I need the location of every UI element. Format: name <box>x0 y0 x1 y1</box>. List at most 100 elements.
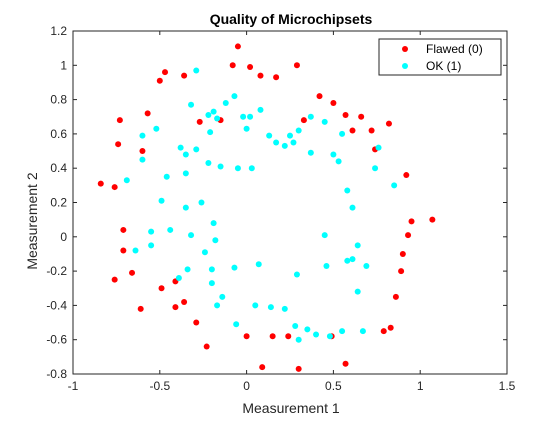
data-point <box>247 64 254 71</box>
data-point <box>240 113 247 120</box>
data-point <box>354 242 361 249</box>
data-point <box>307 113 314 120</box>
data-point <box>380 328 387 335</box>
y-tick-label: 0.6 <box>50 127 67 141</box>
data-point <box>408 218 415 225</box>
data-point <box>375 144 382 151</box>
data-point <box>273 74 280 81</box>
data-point <box>267 304 274 311</box>
data-point <box>326 333 333 340</box>
data-point <box>116 117 123 124</box>
data-point <box>214 302 221 309</box>
y-tick-label: 1.2 <box>50 24 67 38</box>
data-point <box>287 132 293 139</box>
data-point <box>156 77 163 84</box>
data-point <box>363 262 370 269</box>
x-tick-label: 0 <box>243 379 250 393</box>
data-point <box>321 118 328 125</box>
y-tick-label: 0 <box>60 230 67 244</box>
y-tick-label: 0.8 <box>50 93 67 107</box>
data-point <box>193 146 200 153</box>
data-point <box>139 132 146 139</box>
legend-marker <box>402 46 408 52</box>
y-tick-label: -0.4 <box>46 298 67 312</box>
data-point <box>295 336 302 343</box>
data-point <box>233 321 240 328</box>
data-point <box>214 115 221 122</box>
data-point <box>144 110 151 117</box>
data-point <box>148 242 155 249</box>
data-point <box>392 293 399 300</box>
data-point <box>307 149 314 156</box>
data-point <box>391 182 398 189</box>
data-point <box>198 199 205 206</box>
series-1 <box>123 67 398 343</box>
data-point <box>344 257 351 264</box>
data-point <box>148 228 155 235</box>
data-point <box>177 144 184 151</box>
data-point <box>372 165 379 172</box>
y-axis-label: Measurement 2 <box>24 172 40 269</box>
data-point <box>208 280 215 287</box>
data-point <box>97 180 104 187</box>
data-point <box>429 216 436 223</box>
data-point <box>255 261 262 268</box>
legend-marker <box>402 63 408 69</box>
data-point <box>405 232 412 239</box>
data-point <box>137 305 144 312</box>
data-point <box>349 204 356 211</box>
series-0 <box>97 43 436 372</box>
data-point <box>316 93 323 100</box>
data-point <box>184 266 191 273</box>
data-point <box>139 156 146 163</box>
x-tick-label: 0.5 <box>325 379 342 393</box>
data-point <box>335 158 342 165</box>
data-point <box>403 172 410 179</box>
x-tick-label: 1.5 <box>499 379 516 393</box>
data-point <box>231 264 238 271</box>
data-point <box>257 72 264 79</box>
data-point <box>354 288 361 295</box>
plot-area: -1 -0.5 0 0.5 1 1.5 -0.8 -0.6 -0.4 -0.2 0 0.2 0.4 0.6… <box>46 24 515 393</box>
data-point <box>323 262 330 269</box>
data-point <box>175 274 182 281</box>
data-point <box>139 148 146 155</box>
data-point <box>339 328 346 335</box>
data-point <box>259 364 266 371</box>
data-point <box>295 365 302 372</box>
data-point <box>219 293 226 300</box>
data-point <box>153 125 160 132</box>
data-point <box>205 160 212 167</box>
x-tick-label: -1 <box>68 379 79 393</box>
axes-box <box>72 30 508 375</box>
y-tick-label: 0.4 <box>50 161 67 175</box>
data-point <box>281 305 288 312</box>
data-point <box>248 165 255 172</box>
data-point <box>243 333 250 340</box>
legend-label: Flawed (0) <box>426 42 483 56</box>
data-point <box>210 108 217 115</box>
data-point <box>172 304 179 311</box>
data-point <box>358 113 365 120</box>
data-point <box>163 173 170 180</box>
data-point <box>399 250 406 257</box>
data-point <box>158 285 165 292</box>
data-point <box>167 226 174 233</box>
legend-box <box>378 38 502 76</box>
data-point <box>205 112 212 119</box>
data-point <box>111 184 118 191</box>
data-point <box>281 142 288 149</box>
data-point <box>321 232 328 239</box>
y-tick-label: -0.2 <box>46 264 67 278</box>
data-point <box>257 106 264 113</box>
data-point <box>120 247 127 254</box>
data-point <box>290 139 297 146</box>
data-point <box>293 271 300 278</box>
data-point <box>210 220 217 227</box>
data-point <box>234 165 241 172</box>
data-point <box>349 127 356 134</box>
y-tick-label: 0.2 <box>50 196 67 210</box>
data-point <box>182 204 189 211</box>
data-point <box>252 302 259 309</box>
